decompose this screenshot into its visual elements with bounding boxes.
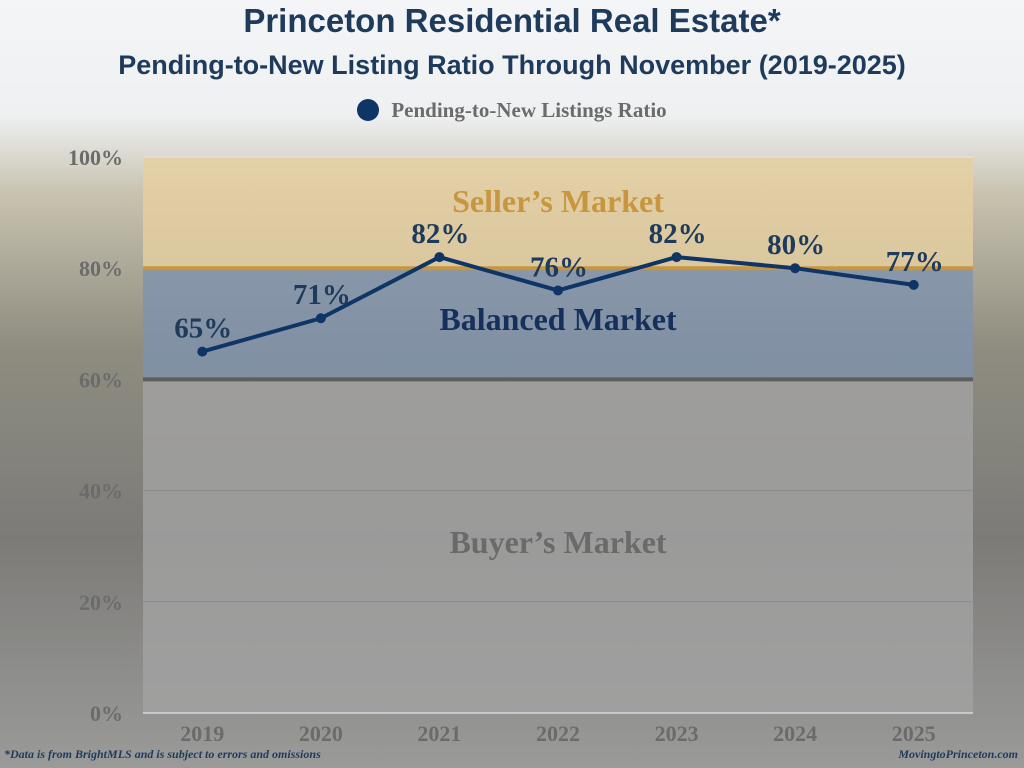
band-label: Seller’s Market: [452, 183, 664, 219]
chart-title: Princeton Residential Real Estate*: [243, 2, 781, 39]
data-label: 82%: [649, 218, 707, 250]
data-point: [434, 252, 445, 263]
data-point: [553, 285, 563, 296]
x-tick-label: 2021: [417, 721, 461, 746]
y-tick-label: 60%: [79, 367, 123, 392]
data-label: 76%: [530, 251, 588, 283]
x-tick-label: 2022: [536, 721, 580, 746]
band-2: [143, 379, 973, 713]
y-tick-label: 100%: [68, 145, 123, 170]
data-point: [197, 346, 208, 357]
band-0: [143, 157, 973, 269]
data-point: [790, 263, 801, 274]
data-label: 65%: [174, 313, 232, 345]
legend: Pending-to-New Listings Ratio: [0, 98, 1024, 123]
y-tick-label: 20%: [79, 590, 123, 615]
data-label: 80%: [767, 229, 825, 261]
data-label: 82%: [411, 218, 469, 250]
x-tick-label: 2024: [773, 721, 817, 746]
x-tick-label: 2019: [180, 721, 224, 746]
footer-note: *Data is from BrightMLS and is subject t…: [4, 747, 321, 761]
legend-label: Pending-to-New Listings Ratio: [391, 98, 667, 122]
data-point: [671, 252, 682, 263]
x-tick-label: 2023: [655, 721, 699, 746]
data-label: 71%: [293, 279, 351, 311]
band-label: Balanced Market: [439, 301, 677, 337]
band-label: Buyer’s Market: [449, 524, 666, 560]
x-tick-label: 2020: [299, 721, 343, 746]
data-label: 77%: [886, 246, 944, 278]
chart-subtitle: Pending-to-New Listing Ratio Through Nov…: [118, 50, 906, 80]
legend-marker-icon: [357, 99, 380, 121]
data-point: [315, 313, 326, 324]
footer-site[interactable]: MovingtoPrinceton.com: [898, 747, 1018, 761]
y-tick-label: 80%: [79, 256, 123, 281]
data-point: [908, 279, 919, 290]
y-tick-label: 0%: [90, 701, 123, 726]
y-tick-label: 40%: [79, 479, 123, 504]
x-tick-label: 2025: [892, 721, 936, 746]
